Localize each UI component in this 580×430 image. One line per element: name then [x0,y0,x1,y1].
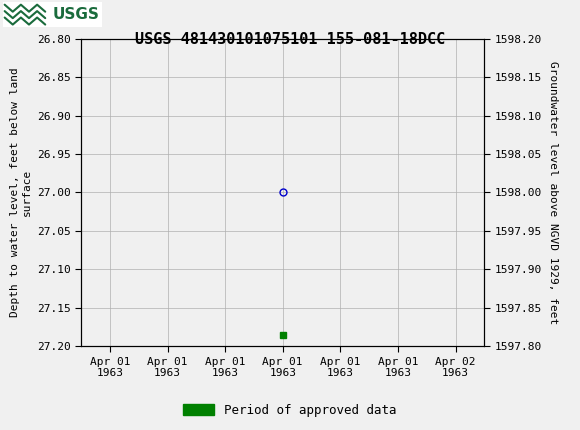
Text: USGS: USGS [52,7,99,22]
Text: USGS 481430101075101 155-081-18DCC: USGS 481430101075101 155-081-18DCC [135,32,445,47]
Bar [3,2,102,27]
Y-axis label: Groundwater level above NGVD 1929, feet: Groundwater level above NGVD 1929, feet [548,61,557,324]
Legend: Period of approved data: Period of approved data [178,399,402,421]
Y-axis label: Depth to water level, feet below land
surface: Depth to water level, feet below land su… [10,68,31,317]
